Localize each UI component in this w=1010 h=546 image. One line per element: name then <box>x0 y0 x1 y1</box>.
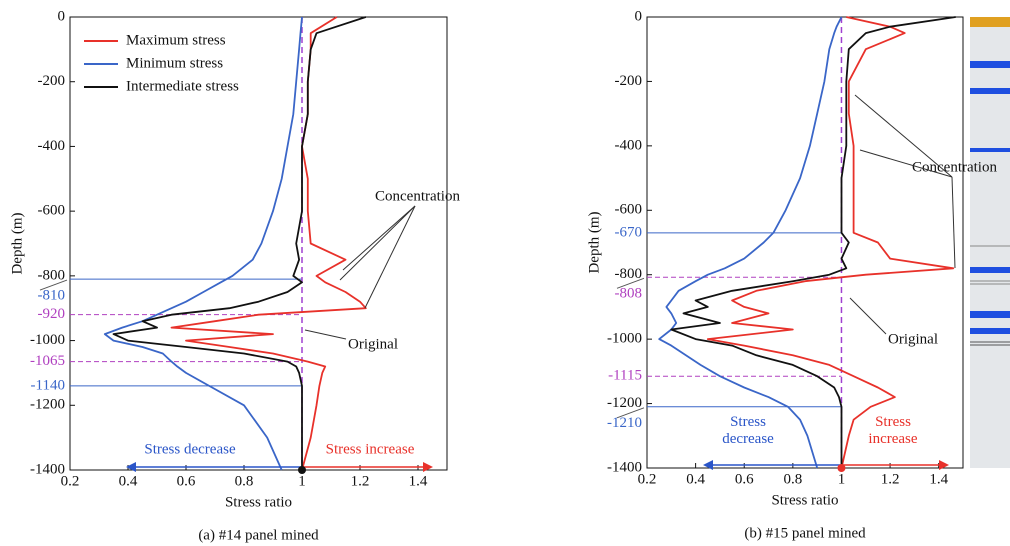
annotation-leader <box>854 94 953 178</box>
x-tick-label: 1.2 <box>351 473 370 489</box>
x-tick-label: 0.8 <box>783 471 802 487</box>
x-axis-label: Stress ratio <box>225 494 292 510</box>
y-tick-label: -200 <box>615 73 643 89</box>
caption: (b) #15 panel mined <box>744 525 866 541</box>
marker-label: -1140 <box>31 377 65 393</box>
legend-label: Minimum stress <box>126 55 223 71</box>
annotation-leader <box>304 329 347 340</box>
x-tick-label: 0.2 <box>61 473 80 489</box>
arrow-head <box>939 460 949 470</box>
series-line <box>103 16 303 471</box>
marker-label: -1210 <box>607 415 642 431</box>
annotation-leader <box>859 149 953 178</box>
y-axis-label: Depth (m) <box>9 212 25 274</box>
x-tick-label: 0.6 <box>735 471 754 487</box>
arrow-head <box>703 460 713 470</box>
y-tick-label: -200 <box>38 73 66 89</box>
marker-leader <box>616 407 645 419</box>
y-tick-label: -600 <box>615 202 643 218</box>
y-axis-label: Depth (m) <box>586 211 602 273</box>
annotation: Stress decrease <box>722 414 774 447</box>
origin-dot <box>298 466 306 474</box>
marker-label: -1065 <box>30 353 65 369</box>
y-tick-label: -400 <box>615 137 643 153</box>
x-tick-label: 1 <box>838 471 846 487</box>
y-tick-label: -1000 <box>607 331 642 347</box>
x-tick-label: 1.4 <box>929 471 948 487</box>
annotation: Stress increase <box>868 414 917 447</box>
y-tick-label: -1400 <box>30 461 65 477</box>
annotation: Concentration <box>912 159 997 175</box>
annotation: Original <box>888 331 938 347</box>
marker-leader <box>39 279 68 291</box>
plot-frame <box>69 16 448 471</box>
marker-label: -810 <box>38 288 66 304</box>
x-tick-label: 0.6 <box>177 473 196 489</box>
y-tick-label: -1200 <box>30 397 65 413</box>
origin-dot <box>837 464 846 472</box>
marker-label: -808 <box>615 286 643 302</box>
y-tick-label: -1200 <box>607 395 642 411</box>
y-tick-label: 0 <box>635 8 643 24</box>
series-line <box>670 16 956 468</box>
x-tick-label: 1 <box>298 473 306 489</box>
series-line <box>706 16 955 469</box>
x-tick-label: 0.4 <box>119 473 138 489</box>
annotation-leader <box>339 205 416 281</box>
arrow-head <box>423 462 433 472</box>
arrow-head <box>126 462 136 472</box>
y-tick-label: -1000 <box>30 332 65 348</box>
y-tick-label: -400 <box>38 138 66 154</box>
annotation: Stress decrease <box>144 441 236 457</box>
marker-label: -920 <box>38 306 66 322</box>
series-line <box>658 16 843 469</box>
strata-column <box>970 17 1010 468</box>
x-tick-label: 0.4 <box>686 471 705 487</box>
marker-leader <box>616 277 645 289</box>
marker-label: -1115 <box>608 368 642 384</box>
y-tick-label: -800 <box>615 266 643 282</box>
annotation: Concentration <box>375 188 460 204</box>
y-tick-label: -800 <box>38 267 66 283</box>
marker-label: -670 <box>615 224 643 240</box>
annotation-leader <box>342 205 416 271</box>
annotation: Stress increase <box>326 441 415 457</box>
x-tick-label: 1.4 <box>409 473 428 489</box>
annotation: Original <box>348 336 398 352</box>
caption: (a) #14 panel mined <box>198 527 319 543</box>
annotation-leader <box>951 176 956 269</box>
y-tick-label: -600 <box>38 203 66 219</box>
y-tick-label: 0 <box>58 8 66 24</box>
y-tick-label: -1400 <box>607 459 642 475</box>
plot-frame <box>646 16 964 469</box>
x-tick-label: 0.2 <box>638 471 657 487</box>
series-line <box>112 16 367 470</box>
x-tick-label: 1.2 <box>881 471 900 487</box>
legend-label: Maximum stress <box>126 32 226 48</box>
x-tick-label: 0.8 <box>235 473 254 489</box>
legend-label: Intermediate stress <box>126 78 239 94</box>
x-axis-label: Stress ratio <box>771 492 838 508</box>
annotation-leader <box>849 297 887 335</box>
annotation-leader <box>364 205 416 309</box>
